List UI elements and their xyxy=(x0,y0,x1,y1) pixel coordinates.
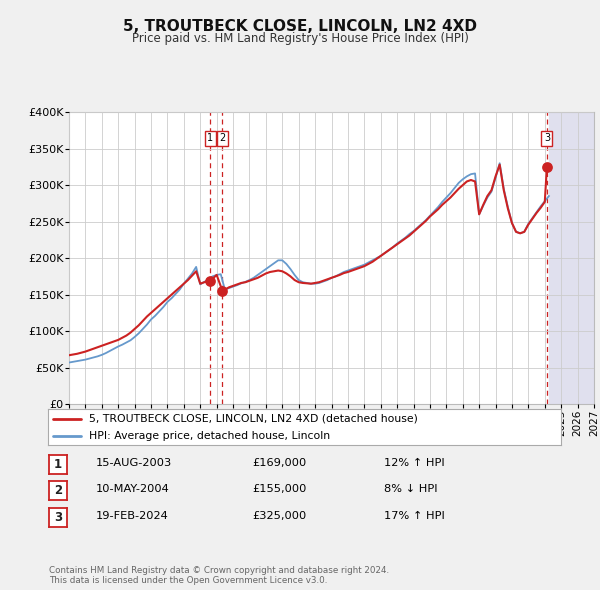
Text: 8% ↓ HPI: 8% ↓ HPI xyxy=(384,484,437,494)
Text: £169,000: £169,000 xyxy=(252,457,306,467)
Text: £325,000: £325,000 xyxy=(252,510,306,520)
Text: £155,000: £155,000 xyxy=(252,484,307,494)
Text: 19-FEB-2024: 19-FEB-2024 xyxy=(96,510,169,520)
Point xyxy=(542,162,552,172)
Text: Contains HM Land Registry data © Crown copyright and database right 2024.
This d: Contains HM Land Registry data © Crown c… xyxy=(49,566,389,585)
Text: 15-AUG-2003: 15-AUG-2003 xyxy=(96,457,172,467)
Text: 5, TROUTBECK CLOSE, LINCOLN, LN2 4XD (detached house): 5, TROUTBECK CLOSE, LINCOLN, LN2 4XD (de… xyxy=(89,414,418,424)
Point xyxy=(206,276,215,286)
Text: 17% ↑ HPI: 17% ↑ HPI xyxy=(384,510,445,520)
Text: HPI: Average price, detached house, Lincoln: HPI: Average price, detached house, Linc… xyxy=(89,431,330,441)
Text: 1: 1 xyxy=(54,458,62,471)
Text: 2: 2 xyxy=(54,484,62,497)
Text: 10-MAY-2004: 10-MAY-2004 xyxy=(96,484,170,494)
Text: 1: 1 xyxy=(208,133,214,143)
Text: 5, TROUTBECK CLOSE, LINCOLN, LN2 4XD: 5, TROUTBECK CLOSE, LINCOLN, LN2 4XD xyxy=(123,19,477,34)
Text: 3: 3 xyxy=(544,133,550,143)
Bar xyxy=(549,112,594,404)
Text: 3: 3 xyxy=(54,511,62,524)
Point xyxy=(218,286,227,296)
Text: 2: 2 xyxy=(220,133,226,143)
Text: 12% ↑ HPI: 12% ↑ HPI xyxy=(384,457,445,467)
Text: Price paid vs. HM Land Registry's House Price Index (HPI): Price paid vs. HM Land Registry's House … xyxy=(131,32,469,45)
